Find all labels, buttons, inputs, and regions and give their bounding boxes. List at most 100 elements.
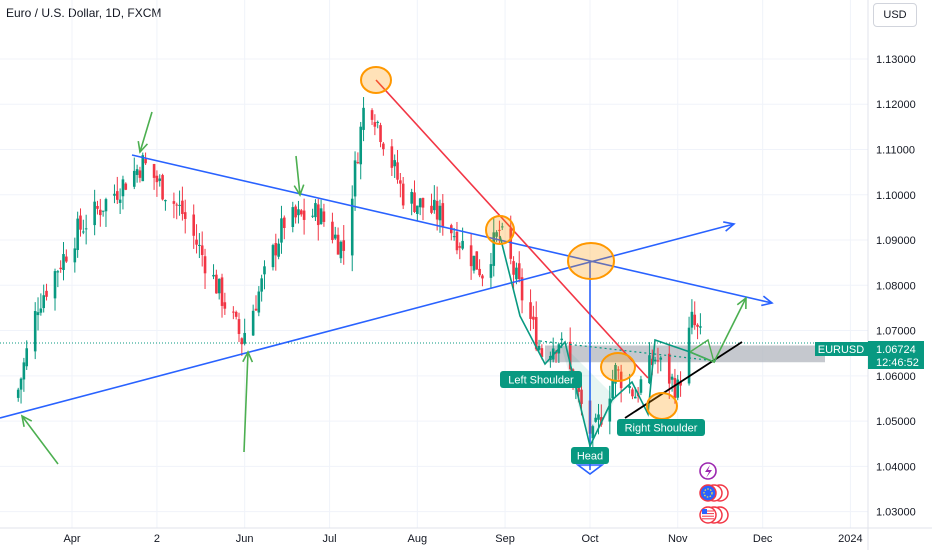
candle-body xyxy=(243,332,246,344)
flag-canton xyxy=(702,509,707,514)
candle-body xyxy=(62,254,65,270)
hs-fill xyxy=(560,342,616,446)
candle xyxy=(62,242,65,281)
candle-body xyxy=(39,308,43,313)
touch-point-arrow-head xyxy=(242,350,254,363)
candle-body xyxy=(25,348,29,367)
left-shoulder-label-bg xyxy=(500,371,582,388)
candle xyxy=(410,188,413,216)
time-axis[interactable]: Apr 2 Jun Jul Aug Sep Oct Nov Dec 2024 xyxy=(63,533,862,545)
candle xyxy=(260,274,263,302)
candle xyxy=(656,347,660,374)
candle xyxy=(282,215,286,240)
candle xyxy=(399,173,402,198)
candle-body xyxy=(679,381,682,386)
head-label-bg xyxy=(571,447,609,464)
candle xyxy=(237,312,241,343)
event-icons[interactable] xyxy=(699,462,729,524)
us-flag-icon[interactable] xyxy=(699,506,729,524)
highlight-circle xyxy=(646,392,678,420)
candle-body xyxy=(676,379,680,398)
x-tick-label: Apr xyxy=(63,533,80,545)
candle xyxy=(331,212,334,244)
candle-body xyxy=(203,256,207,274)
candle-body xyxy=(500,226,504,228)
candle-body xyxy=(223,302,227,309)
candle xyxy=(376,120,380,129)
candle-body xyxy=(452,236,456,238)
candle xyxy=(534,301,538,352)
candle xyxy=(152,163,156,190)
y-tick-label: 1.07000 xyxy=(876,326,916,338)
y-tick-label: 1.11000 xyxy=(876,144,915,156)
candle xyxy=(336,227,340,255)
candle-body xyxy=(141,155,145,182)
price-badge-value: 1.06724 xyxy=(876,344,916,356)
candle-body xyxy=(93,201,96,226)
candle-body xyxy=(282,217,286,228)
candle xyxy=(223,292,227,315)
candle xyxy=(441,194,445,236)
candle xyxy=(39,293,43,316)
projection-arrow xyxy=(713,297,747,363)
candle xyxy=(515,262,518,285)
candle-body xyxy=(438,205,442,221)
chart-title: Euro / U.S. Dollar, 1D, FXCM xyxy=(6,6,162,20)
candle-body xyxy=(379,125,382,143)
candle xyxy=(115,176,119,205)
candle-body xyxy=(277,243,280,257)
candle-body xyxy=(299,210,303,215)
candle xyxy=(322,203,326,227)
candle xyxy=(243,318,246,346)
zones xyxy=(545,345,825,363)
candle xyxy=(370,108,374,126)
flag-triangle xyxy=(689,338,716,364)
candle xyxy=(251,304,255,336)
head-label-text: Head xyxy=(577,451,603,463)
candle-body xyxy=(152,164,156,178)
y-tick-label: 1.09000 xyxy=(876,235,916,247)
candle-body xyxy=(515,267,518,280)
candle xyxy=(181,186,184,221)
candle xyxy=(132,157,136,190)
currency-button[interactable]: USD xyxy=(873,3,917,27)
candle xyxy=(481,274,484,287)
candle xyxy=(263,260,266,290)
candle-body xyxy=(540,348,544,357)
candle xyxy=(96,200,99,215)
candle xyxy=(679,371,682,397)
candle-body xyxy=(254,308,258,311)
candle xyxy=(277,238,280,260)
drawing-lines xyxy=(0,66,774,475)
candle-body xyxy=(22,362,26,380)
candle xyxy=(591,424,595,449)
candle xyxy=(359,121,363,180)
candle xyxy=(234,310,238,320)
symbol-badge-text: EURUSD xyxy=(818,344,865,356)
candle-body xyxy=(597,414,600,420)
candle-body xyxy=(16,389,20,398)
candle xyxy=(192,204,196,249)
x-tick-label: Aug xyxy=(408,533,428,545)
candle xyxy=(33,302,37,360)
highlight-circle xyxy=(485,215,515,245)
touch-point-arrow xyxy=(21,415,59,465)
price-axis[interactable]: 1.03000 1.04000 1.05000 1.06000 1.07000 1.080… xyxy=(876,54,916,519)
candle xyxy=(299,208,303,217)
candle xyxy=(195,224,198,254)
candle xyxy=(84,214,88,245)
candle-body xyxy=(418,198,422,208)
candle xyxy=(121,175,125,210)
candle-body xyxy=(455,231,459,251)
globe-flag-icon[interactable] xyxy=(699,484,729,502)
candle xyxy=(469,233,473,280)
candle-body xyxy=(373,122,377,127)
candle xyxy=(396,149,399,184)
candle-body xyxy=(520,277,524,301)
candle-body xyxy=(215,274,218,294)
candle-body xyxy=(101,210,105,212)
red-diagonal-line xyxy=(375,79,649,379)
candle-body xyxy=(356,162,360,164)
candle xyxy=(138,166,142,183)
